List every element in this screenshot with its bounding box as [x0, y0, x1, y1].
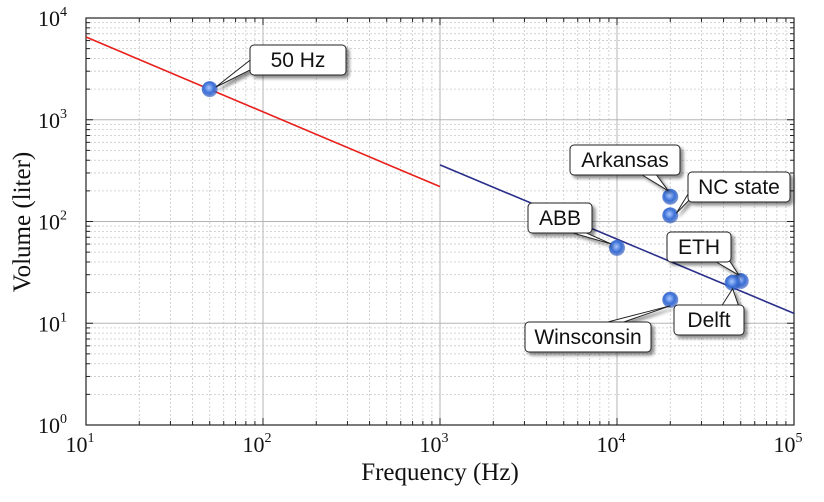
point-label-abb: ABB — [539, 207, 581, 230]
x-tick-label: 103 — [420, 431, 449, 457]
point-label-delft: Delft — [687, 309, 730, 332]
callout-box — [249, 44, 347, 76]
trend-line-1 — [86, 36, 441, 188]
y-tick-label: 101 — [38, 310, 67, 336]
callout-winsconsin — [524, 305, 671, 353]
point-label-eth: ETH — [678, 236, 720, 259]
point-label-arkansas: Arkansas — [581, 149, 669, 172]
data-points — [201, 81, 749, 308]
callout-nc-state — [675, 171, 791, 214]
point-label-nc-state: NC state — [698, 176, 780, 199]
y-tick-label: 103 — [38, 107, 67, 133]
callout-eth — [666, 231, 740, 276]
x-axis-label: Frequency (Hz) — [361, 459, 519, 486]
data-point-delft — [724, 274, 741, 291]
x-tick-label: 102 — [243, 431, 272, 457]
callout-box — [666, 231, 732, 263]
callouts: 50 Hz Arkansas NC state ABB ETH Winsconsin Del… — [215, 44, 791, 353]
y-axis-label: Volume (liter) — [9, 152, 36, 292]
data-point-nc-state — [662, 207, 679, 224]
plot-frame — [85, 17, 795, 426]
callout-box — [569, 144, 681, 176]
callout-50-hz — [215, 44, 347, 88]
x-tick-label: 105 — [774, 431, 803, 457]
callout-arkansas — [569, 144, 681, 192]
data-point-abb — [609, 239, 625, 256]
callout-delft — [673, 287, 745, 336]
data-point-arkansas — [662, 188, 679, 205]
point-label-winsconsin: Winsconsin — [534, 326, 641, 349]
x-tick-label: 101 — [66, 431, 95, 457]
callout-pointer — [637, 172, 669, 192]
data-point-winsconsin — [662, 291, 679, 308]
callout-abb — [527, 202, 612, 245]
grid — [86, 18, 794, 425]
data-point-50-hz — [201, 81, 218, 98]
callout-box — [687, 171, 791, 203]
x-tick-label: 104 — [597, 431, 626, 457]
y-tick-label: 104 — [38, 5, 67, 31]
callout-box — [524, 321, 652, 353]
y-tick-label: 102 — [38, 209, 67, 235]
y-tick-label: 100 — [38, 412, 67, 438]
callout-box — [527, 202, 593, 234]
callout-box — [673, 304, 745, 336]
callout-pointer — [599, 305, 671, 325]
point-label-50-hz: 50 Hz — [271, 49, 326, 72]
